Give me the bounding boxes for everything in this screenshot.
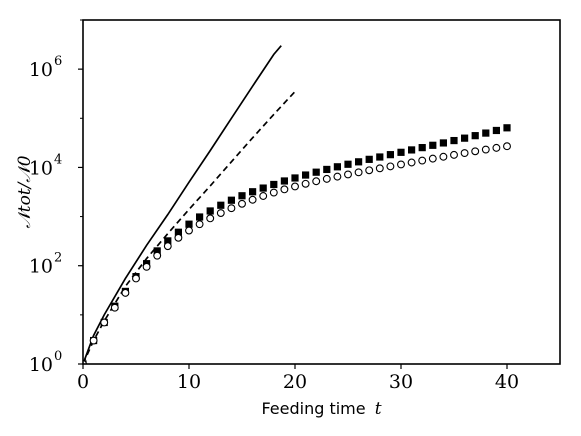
y-tick-label: 10 [29,59,53,81]
circle-marker [153,251,162,260]
square-marker [291,174,299,182]
circle-marker [110,303,119,312]
circle-marker [428,154,437,163]
y-tick-exponent: 4 [54,152,62,167]
circle-marker [354,168,363,177]
square-marker [461,134,469,142]
circle-marker [407,158,416,167]
square-marker [482,129,490,137]
circle-marker [322,174,331,183]
circle-marker [397,160,405,169]
x-tick-label: 20 [283,371,307,393]
circle-marker [344,170,352,179]
y-tick-exponent: 2 [54,251,62,266]
square-marker [333,163,341,171]
square-marker [185,220,193,228]
circle-marker [503,142,511,151]
circle-marker [481,145,490,154]
square-marker [174,228,182,236]
square-marker [344,160,352,168]
circle-marker [195,220,204,229]
square-marker [227,196,235,204]
circle-marker [375,164,384,173]
square-marker [206,207,214,215]
circle-marker [439,152,448,161]
square-marker [153,247,161,255]
square-marker [312,168,320,176]
y-tick-label: 10 [29,354,53,376]
series-solid-line [83,45,282,364]
x-tick-label: 10 [177,371,201,393]
y-tick-exponent: 0 [54,349,62,364]
y-tick-label: 10 [29,157,53,179]
circle-marker [312,177,321,186]
square-marker [302,171,310,179]
square-marker [249,188,257,196]
circle-marker [492,143,501,152]
square-marker [439,139,447,147]
circle-marker [248,195,257,204]
square-marker [270,180,278,189]
circle-marker [280,185,289,194]
square-marker [355,158,363,166]
circle-marker [418,156,427,165]
x-tick-label: 0 [77,371,89,393]
circle-marker [163,242,172,251]
square-marker [429,141,437,149]
circle-marker [301,179,310,188]
square-marker [492,126,500,135]
circle-marker [83,360,87,364]
y-tick-label: 10 [29,256,53,278]
square-marker [450,136,458,145]
circle-marker [333,172,342,181]
square-marker [196,213,204,221]
circle-marker [100,318,109,327]
plot-frame [82,19,561,365]
circle-marker [227,204,236,213]
square-marker [238,192,246,200]
circle-marker [89,336,98,345]
x-tick-label: 40 [495,371,519,393]
square-marker [217,201,225,209]
circle-marker [238,199,246,208]
x-axis-label: Feeding time t [261,399,381,419]
circle-marker [206,214,215,223]
square-marker [323,165,331,174]
square-marker [397,148,405,156]
y-axis-label: 𝒩tot/𝒩0 [15,155,35,228]
square-marker [386,151,394,159]
circle-marker [269,188,278,197]
square-marker [376,153,384,161]
circle-marker [291,182,299,191]
circle-marker [386,162,395,171]
circle-marker [460,149,469,158]
circle-marker [365,166,374,175]
circle-marker [450,150,458,159]
circle-marker [185,226,193,235]
y-tick-exponent: 6 [54,54,62,69]
circle-marker [132,274,140,283]
x-tick-label: 30 [389,371,413,393]
square-marker [471,132,479,140]
circle-marker [142,262,151,271]
square-marker [503,124,511,132]
circle-marker [259,192,268,200]
circle-marker [216,209,225,217]
circle-marker [174,233,183,242]
square-marker [280,177,288,185]
plot-area [83,45,511,364]
square-marker [164,237,172,245]
circle-marker [121,288,130,297]
square-marker [259,184,267,192]
square-marker [408,146,416,154]
square-marker [418,144,426,152]
square-marker [365,155,373,163]
circle-marker [471,147,480,156]
